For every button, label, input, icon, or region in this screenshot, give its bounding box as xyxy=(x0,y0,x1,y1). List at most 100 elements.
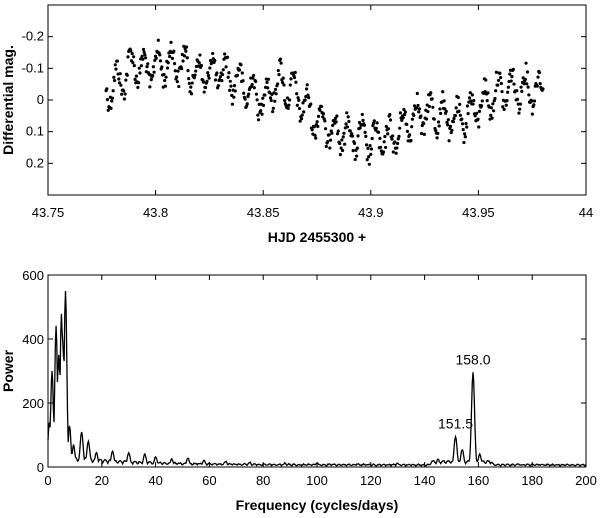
data-point xyxy=(460,117,464,121)
data-point xyxy=(463,135,467,139)
data-point xyxy=(394,151,398,155)
data-point xyxy=(470,93,474,97)
data-point xyxy=(393,140,397,144)
x-tick-label: 160 xyxy=(468,473,490,488)
data-point xyxy=(355,146,359,150)
data-point xyxy=(365,158,369,162)
data-point xyxy=(355,154,359,158)
data-point xyxy=(187,81,191,85)
data-point xyxy=(536,75,540,79)
data-point xyxy=(323,119,327,123)
data-point xyxy=(429,91,433,95)
data-point xyxy=(336,129,340,133)
data-point xyxy=(242,91,246,95)
data-point xyxy=(444,109,448,113)
data-point xyxy=(382,140,386,144)
data-point xyxy=(115,59,119,63)
data-point xyxy=(494,70,498,74)
data-point xyxy=(475,111,479,115)
data-point xyxy=(251,76,255,80)
data-point xyxy=(190,81,194,85)
data-point xyxy=(451,120,455,124)
data-point xyxy=(398,111,402,115)
data-point xyxy=(409,138,413,143)
data-point xyxy=(438,107,442,111)
data-point xyxy=(364,134,368,139)
data-point xyxy=(334,120,338,124)
data-point xyxy=(458,113,462,117)
data-point xyxy=(343,142,347,146)
data-point xyxy=(465,125,469,129)
data-point xyxy=(304,87,309,91)
data-point xyxy=(333,116,338,120)
data-point xyxy=(170,56,175,61)
data-point xyxy=(335,132,340,136)
x-tick-label: 40 xyxy=(148,473,162,488)
data-point xyxy=(501,105,505,109)
data-point xyxy=(225,55,230,59)
data-point xyxy=(172,61,177,66)
y-tick-label: 0.2 xyxy=(26,155,44,170)
data-point xyxy=(460,122,465,126)
data-point xyxy=(213,78,218,82)
data-point xyxy=(537,71,542,75)
data-point xyxy=(405,122,409,126)
data-point xyxy=(505,99,509,103)
data-point xyxy=(402,107,406,112)
data-point xyxy=(328,146,332,150)
data-point xyxy=(469,99,473,103)
data-point xyxy=(266,86,270,90)
data-point xyxy=(189,92,194,96)
periodogram-ticks: 0 20 40 60 80 100 120 140 160 180 200 0 200 400 600 xyxy=(22,268,597,488)
data-point xyxy=(467,96,472,100)
data-point xyxy=(525,82,529,86)
data-point xyxy=(419,114,423,118)
data-point xyxy=(369,152,373,156)
data-point xyxy=(131,61,135,65)
data-point xyxy=(520,89,524,93)
data-point xyxy=(146,62,150,66)
data-point xyxy=(477,109,482,113)
data-point xyxy=(269,98,273,103)
data-point xyxy=(485,99,489,103)
data-point xyxy=(185,56,189,60)
x-tick-label: 43.75 xyxy=(32,205,65,220)
data-point xyxy=(331,123,335,127)
data-point xyxy=(273,99,277,103)
data-point xyxy=(446,118,450,122)
data-point xyxy=(205,79,209,83)
data-point xyxy=(184,45,189,49)
data-point xyxy=(498,71,502,75)
data-point xyxy=(277,72,281,77)
x-tick-label: 0 xyxy=(44,473,51,488)
data-point xyxy=(261,103,266,108)
data-point xyxy=(122,97,127,101)
data-point xyxy=(182,54,187,58)
data-point xyxy=(506,90,510,94)
data-point xyxy=(119,83,123,87)
data-point xyxy=(443,107,447,111)
data-point xyxy=(350,132,354,136)
data-point xyxy=(461,128,465,132)
data-point xyxy=(338,153,343,157)
data-point xyxy=(538,82,542,86)
x-tick-label: 180 xyxy=(521,473,543,488)
data-point xyxy=(110,99,114,103)
data-point xyxy=(410,117,414,121)
data-point xyxy=(424,117,429,121)
data-point xyxy=(303,98,307,102)
data-point xyxy=(496,78,501,83)
data-point xyxy=(288,83,292,87)
data-point xyxy=(397,134,401,138)
data-point xyxy=(410,125,414,129)
data-point xyxy=(457,109,461,113)
data-point xyxy=(435,136,439,140)
y-tick-label: -0.2 xyxy=(22,29,44,44)
data-point xyxy=(412,113,416,118)
data-point xyxy=(266,77,271,81)
data-point xyxy=(442,99,446,103)
data-point xyxy=(193,73,197,77)
data-point xyxy=(175,80,179,84)
data-point xyxy=(283,99,287,103)
data-point xyxy=(400,118,404,122)
